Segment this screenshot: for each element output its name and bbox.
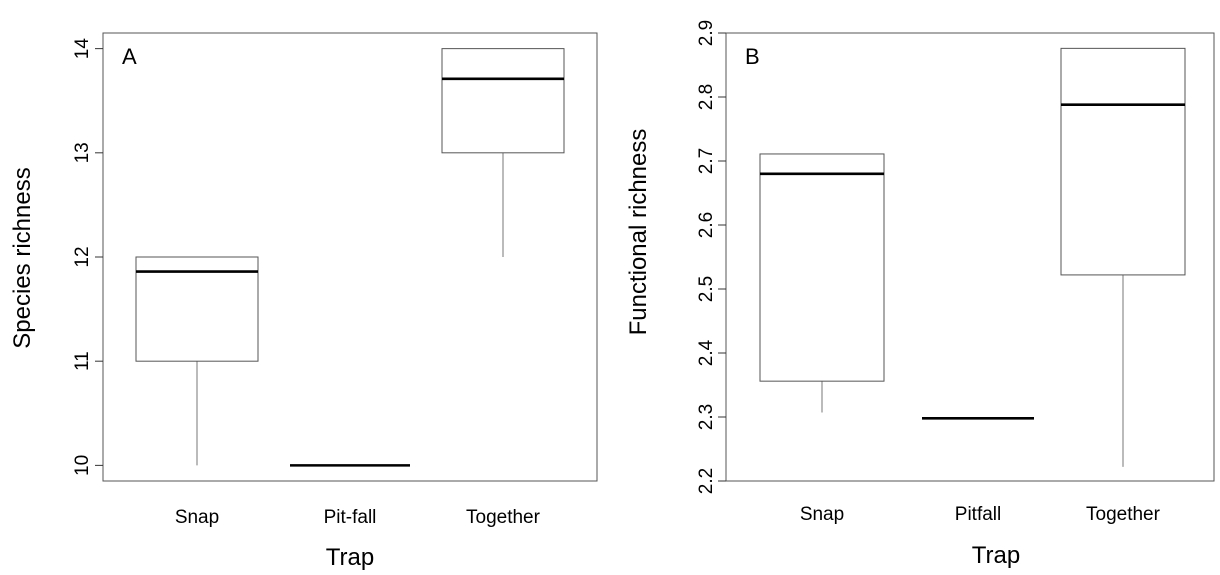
y-axis-title: Functional richness <box>625 129 652 336</box>
y-tick-label: 14 <box>72 38 93 60</box>
y-tick-label: 2.4 <box>696 339 717 366</box>
x-axis-title: Trap <box>972 542 1020 569</box>
y-tick-label: 2.6 <box>696 212 717 238</box>
y-tick-label: 12 <box>72 246 93 267</box>
y-tick-label: 2.3 <box>696 404 717 430</box>
y-tick-label: 2.7 <box>696 148 717 174</box>
y-tick-label: 13 <box>72 142 93 163</box>
box-iqr <box>759 153 885 382</box>
box-iqr <box>135 256 259 362</box>
x-tick-label: Together <box>1086 504 1161 525</box>
y-tick-label: 2.2 <box>696 468 717 494</box>
x-axis-title: Trap <box>326 544 374 571</box>
plot-frame <box>725 32 1215 482</box>
y-tick-label: 2.5 <box>696 276 717 302</box>
x-tick-label: Snap <box>175 507 219 528</box>
y-tick-label: 11 <box>72 351 93 371</box>
panel-b: 2.2 2.3 2.4 2.5 2.6 2.7 2.8 2.9 Functional richn… <box>625 20 1215 569</box>
panel-a: 10 11 12 13 14 Species richness Snap Pit-fall To… <box>9 32 598 571</box>
x-tick-label: Snap <box>800 504 844 525</box>
box-iqr <box>441 48 565 154</box>
y-axis-title: Species richness <box>9 167 36 348</box>
x-tick-label: Pit-fall <box>324 507 377 528</box>
x-tick-label: Together <box>466 507 541 528</box>
y-tick-label: 2.8 <box>696 84 717 110</box>
y-tick-label: 2.9 <box>696 20 717 46</box>
panel-label: B <box>745 44 760 69</box>
x-tick-label: Pitfall <box>955 504 1001 525</box>
y-tick-label: 10 <box>72 455 93 476</box>
box-iqr <box>1060 47 1186 276</box>
panel-label: A <box>122 44 137 69</box>
